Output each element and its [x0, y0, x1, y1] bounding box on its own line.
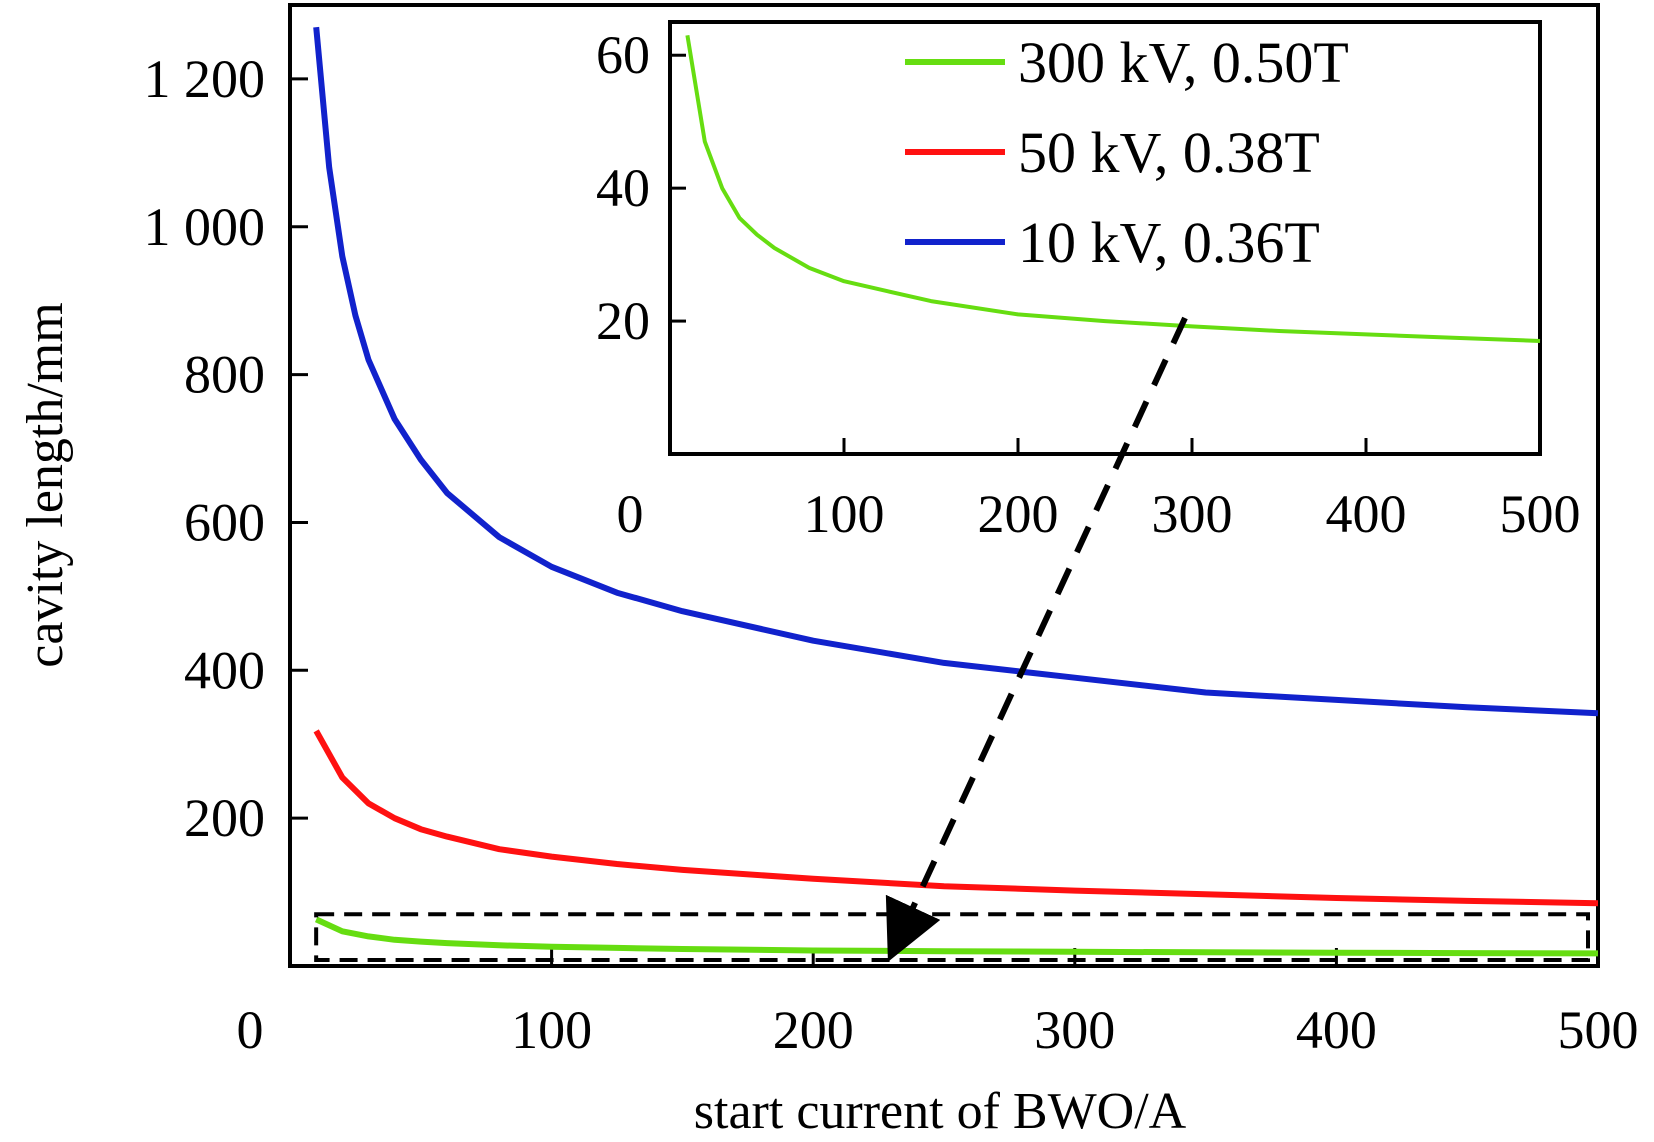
inset-background [670, 22, 1540, 454]
inset-x-tick-label: 400 [1326, 484, 1407, 544]
x-tick-label: 100 [511, 1000, 592, 1060]
legend-label: 300 kV, 0.50T [1018, 30, 1349, 95]
x-tick-label: 400 [1296, 1000, 1377, 1060]
y-tick-label: 400 [184, 640, 265, 700]
x-tick-label: 300 [1034, 1000, 1115, 1060]
inset-x-tick-label: 200 [978, 484, 1059, 544]
inset-x-tick-label: 300 [1152, 484, 1233, 544]
series-line [314, 916, 1599, 957]
series-line [313, 729, 1599, 907]
y-tick-label: 1 000 [144, 197, 266, 257]
zoom-region-box [314, 912, 1590, 962]
series-line [313, 26, 1599, 717]
legend-label: 50 kV, 0.38T [1018, 120, 1320, 185]
x-axis-title: start current of BWO/A [694, 1083, 1187, 1140]
y-axis-title: cavity length/mm [17, 302, 74, 667]
inset-x-tick-label: 500 [1500, 484, 1581, 544]
inset-ticks [670, 53, 1368, 454]
inset-series-lines [685, 34, 1541, 343]
y-tick-label: 800 [184, 345, 265, 405]
inset-series-line [685, 34, 1541, 343]
inset-y-tick-label: 20 [596, 291, 650, 351]
y-tick-label: 200 [184, 788, 265, 848]
x-tick-label: 500 [1558, 1000, 1639, 1060]
inset-x-tick-label: 100 [804, 484, 885, 544]
inset-plot-frame [668, 20, 1542, 456]
x-tick-label: 0 [237, 1000, 264, 1060]
y-tick-label: 600 [184, 492, 265, 552]
inset-tick-labels: 0 100 200 300 400 500 20 40 60 [596, 25, 1581, 544]
x-tick-label: 200 [773, 1000, 854, 1060]
legend-label: 10 kV, 0.36T [1018, 210, 1320, 275]
zoom-arrow [885, 316, 1188, 962]
legend: 300 kV, 0.50T 50 kV, 0.38T 10 kV, 0.36T [905, 30, 1349, 275]
inset-y-tick-label: 60 [596, 25, 650, 85]
main-series-lines [313, 26, 1599, 957]
main-plot-frame [288, 3, 1600, 968]
y-tick-label: 1 200 [144, 49, 266, 109]
inset-x-tick-label: 0 [617, 484, 644, 544]
inset-y-tick-label: 40 [596, 158, 650, 218]
